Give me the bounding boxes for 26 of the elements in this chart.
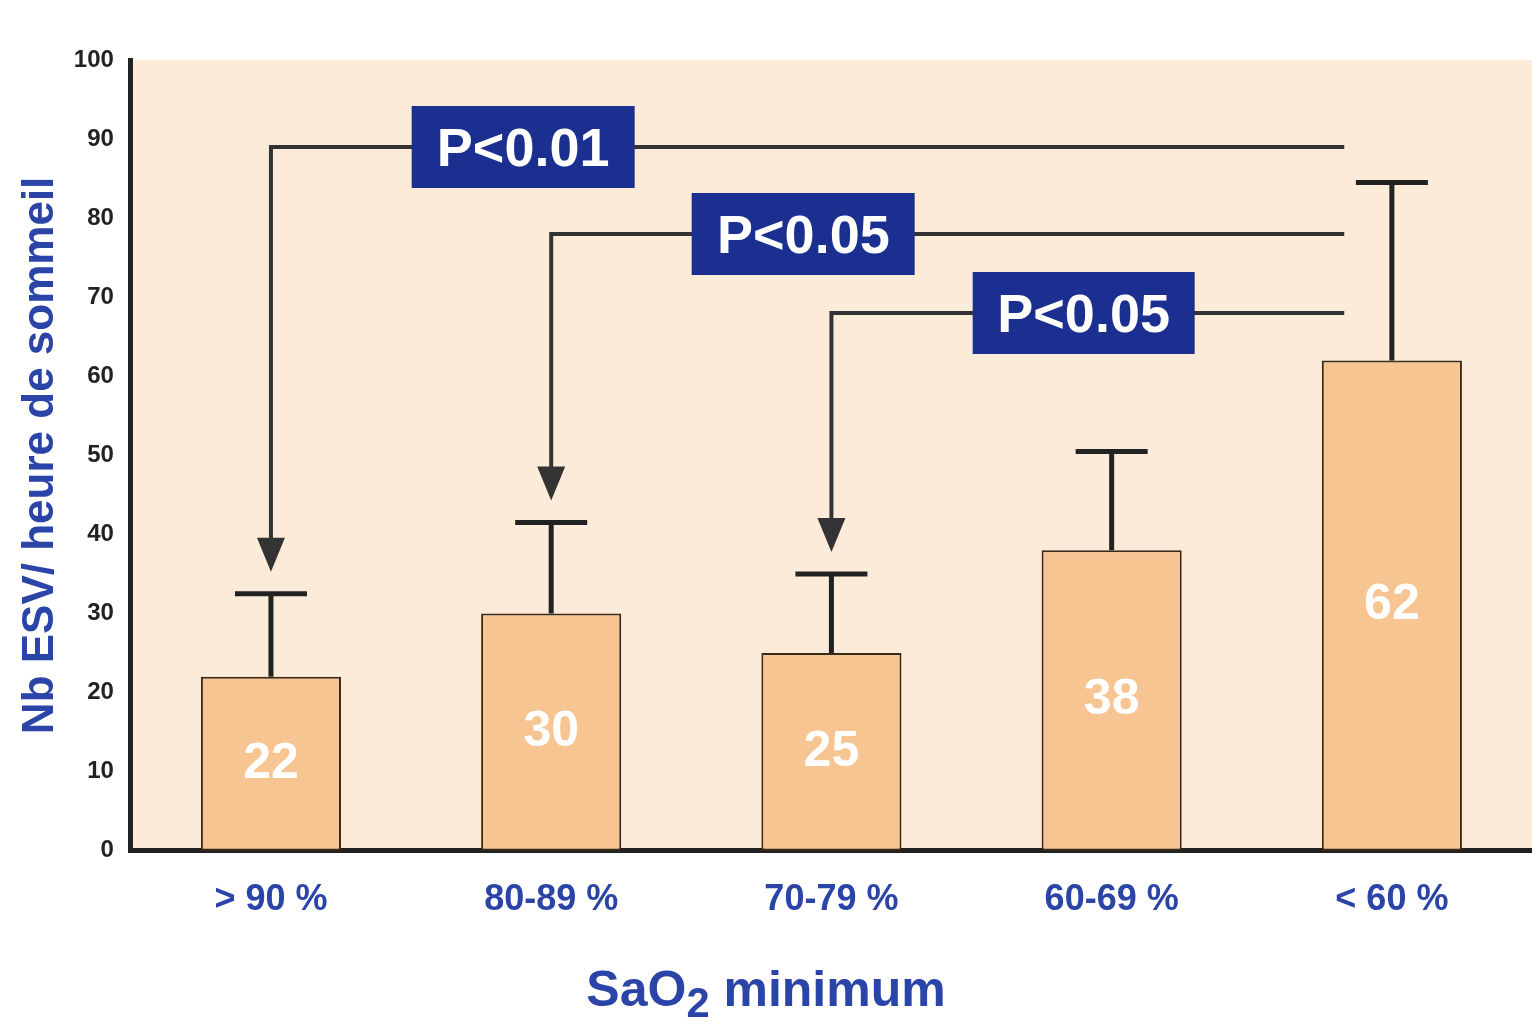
y-tick-label: 30 <box>87 598 114 626</box>
data-label: 38 <box>1083 669 1140 726</box>
data-label: 25 <box>803 720 860 777</box>
y-tick-label: 60 <box>87 360 114 388</box>
y-tick-label: 100 <box>73 44 114 72</box>
y-tick-label: 40 <box>87 519 114 547</box>
x-tick-label: > 90 % <box>214 877 328 919</box>
y-tick-label: 0 <box>100 835 114 863</box>
y-tick-label: 20 <box>87 677 114 705</box>
y-axis-title: Nb ESV/ heure de sommeil <box>12 176 62 735</box>
annotation: P<0.05 <box>972 272 1195 355</box>
x-tick-label: 80-89 % <box>484 877 619 919</box>
annotation: P<0.01 <box>411 105 635 188</box>
y-tick-label: 80 <box>87 202 114 230</box>
y-tick-label: 70 <box>87 281 114 309</box>
x-tick-label: 70-79 % <box>764 877 899 919</box>
data-label: 22 <box>243 732 299 789</box>
x-tick-label: < 60 % <box>1335 877 1449 919</box>
y-tick-label: 10 <box>87 756 114 784</box>
y-tick-label: 90 <box>87 123 114 151</box>
y-tick-label: 50 <box>87 440 114 468</box>
annotation: P<0.05 <box>692 192 915 275</box>
x-axis-title: SaO$_{2}$ minimum <box>585 960 947 1027</box>
data-label: 30 <box>523 700 579 757</box>
x-tick-label: 60-69 % <box>1044 877 1179 919</box>
data-label: 62 <box>1364 574 1420 631</box>
